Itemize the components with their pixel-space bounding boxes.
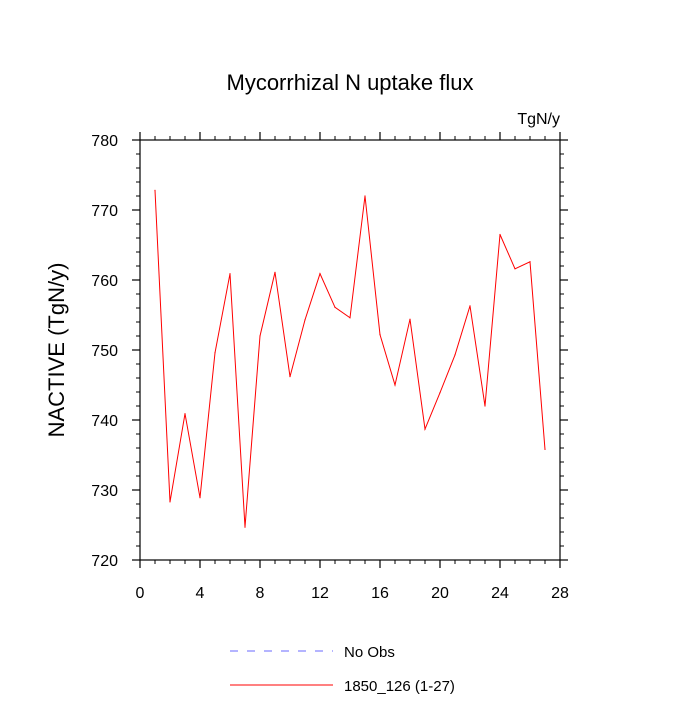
- data-point: [289, 376, 291, 378]
- axes: 0 4 8 12 16 20 24 28 720 730 740 750 760 770 780: [91, 132, 569, 602]
- y-tick-label: 740: [91, 413, 118, 430]
- data-point: [319, 273, 321, 275]
- data-point: [439, 392, 441, 394]
- y-axis-label: NACTIVE (TgN/y): [44, 263, 69, 438]
- plot-area: [154, 189, 546, 528]
- data-point: [304, 319, 306, 321]
- x-tick-label: 20: [431, 585, 449, 602]
- data-point: [364, 195, 366, 197]
- units-label: TgN/y: [517, 111, 560, 128]
- y-tick-label: 770: [91, 203, 118, 220]
- legend-label: No Obs: [344, 644, 395, 661]
- x-tick-label: 24: [491, 585, 509, 602]
- data-point: [244, 526, 246, 528]
- y-tick-label: 750: [91, 343, 118, 360]
- data-point: [454, 354, 456, 356]
- legend-label: 1850_126 (1-27): [344, 678, 455, 695]
- data-point: [544, 448, 546, 450]
- x-tick-label: 28: [551, 585, 569, 602]
- data-point: [394, 384, 396, 386]
- data-point: [469, 305, 471, 307]
- data-point: [349, 317, 351, 319]
- x-tick-label: 8: [256, 585, 265, 602]
- x-tick-label: 12: [311, 585, 329, 602]
- data-point: [499, 233, 501, 236]
- y-tick-label: 760: [91, 273, 118, 290]
- data-point: [154, 189, 156, 191]
- data-point: [169, 501, 171, 503]
- data-point: [334, 306, 336, 308]
- series-line: [154, 190, 546, 528]
- x-tick-label: 0: [136, 585, 145, 602]
- data-point: [529, 261, 531, 263]
- legend: No Obs 1850_126 (1-27): [230, 644, 455, 695]
- chart-title: Mycorrhizal N uptake flux: [227, 70, 474, 95]
- data-point: [184, 413, 186, 415]
- data-point: [229, 273, 231, 275]
- data-point: [514, 268, 516, 270]
- data-point: [379, 334, 381, 336]
- data-point: [199, 497, 201, 499]
- plot-frame: [139, 139, 561, 561]
- y-tick-label: 720: [91, 553, 118, 570]
- x-tick-label: 16: [371, 585, 389, 602]
- data-point: [409, 318, 411, 320]
- data-point: [259, 335, 261, 337]
- data-point: [484, 405, 486, 407]
- data-point: [214, 352, 216, 354]
- y-tick-label: 730: [91, 483, 118, 500]
- data-point: [424, 428, 426, 430]
- x-tick-label: 4: [196, 585, 205, 602]
- y-tick-label: 780: [91, 133, 118, 150]
- data-point: [274, 271, 276, 273]
